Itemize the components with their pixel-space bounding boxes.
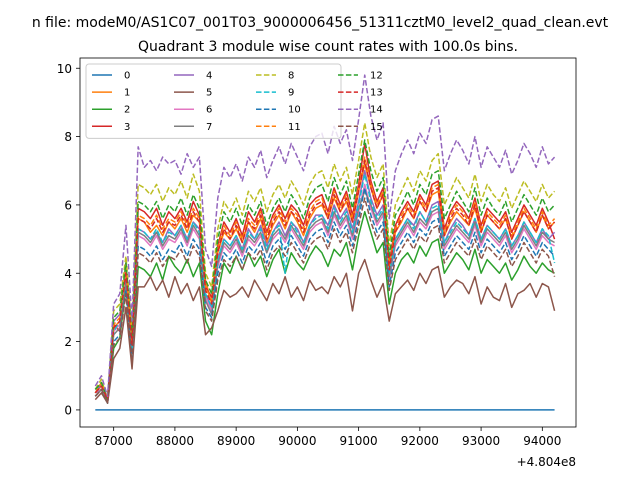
y-tick-label: 4 [64,267,72,281]
legend-box [85,63,342,139]
series-line-8 [94,122,556,401]
legend-label: 13 [370,88,383,99]
y-tick-label: 8 [64,130,72,144]
legend-label: 11 [288,122,301,133]
axes-frame [79,57,577,428]
legend-label: 3 [124,122,130,133]
chart-title: Quadrant 3 module wise count rates with … [138,39,518,55]
series-lines [94,74,556,411]
x-tick-label: 92000 [401,434,439,448]
legend-label: 6 [206,105,212,116]
series-line-7 [94,190,555,401]
y-tick-label: 0 [64,403,72,417]
legend-label: 10 [288,105,301,116]
legend-label: 15 [370,122,383,133]
legend-label: 0 [124,71,130,82]
x-tick-label: 94000 [523,434,561,448]
legend-label: 7 [206,122,212,133]
series-line-15 [94,197,556,404]
series-line-6 [94,183,555,401]
y-tick-label: 6 [64,198,72,212]
x-axis: 87000 88000 89000 90000 91000 92000 93000 94000 [95,427,561,448]
series-line-5 [94,258,556,404]
x-offset-label: +4.804e8 [517,455,576,469]
figure-suptitle: n file: modeM0/AS1C07_001T03_9000006456_… [32,15,609,31]
series-line-12 [94,139,556,401]
series-line-13 [94,159,556,401]
x-tick-label: 88000 [156,434,194,448]
legend-label: 9 [288,88,294,99]
series-line-10 [94,187,556,404]
legend-label: 1 [124,88,130,99]
x-tick-label: 90000 [278,434,316,448]
x-tick-label: 93000 [462,434,500,448]
y-tick-label: 2 [64,335,72,349]
series-line-14 [94,74,556,397]
y-axis: 0 2 4 6 8 10 [57,62,80,417]
y-tick-label: 10 [57,62,72,76]
legend-label: 8 [288,71,294,82]
series-line-2 [94,211,555,404]
series-line-11 [94,156,556,401]
legend-label: 2 [124,105,130,116]
legend-label: 14 [370,105,383,116]
legend-label: 5 [206,88,212,99]
x-tick-label: 91000 [340,434,378,448]
x-tick-label: 89000 [217,434,255,448]
x-tick-label: 87000 [95,434,133,448]
series-line-9 [94,173,556,401]
legend-label: 4 [206,71,212,82]
legend-label: 12 [370,71,383,82]
